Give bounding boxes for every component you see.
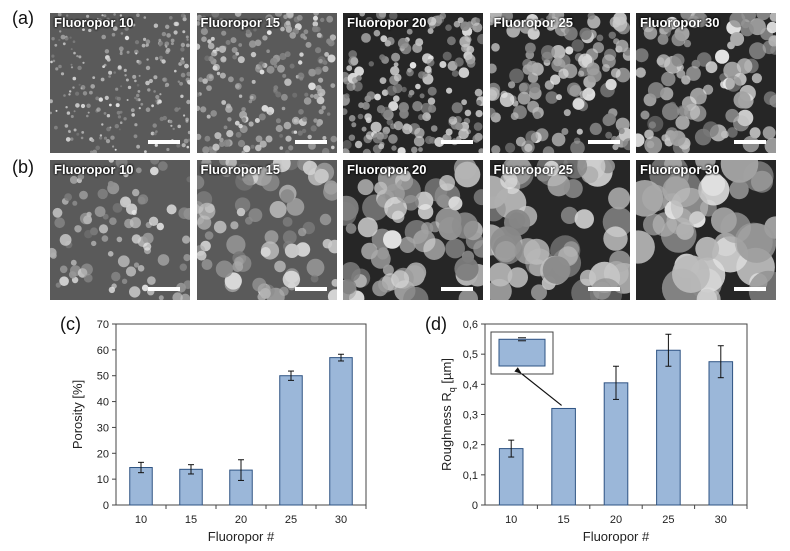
x-tick-label: 30 bbox=[335, 514, 347, 526]
sem-image: Fluoropor 15 bbox=[196, 13, 337, 153]
sem-label: Fluoropor 25 bbox=[493, 15, 573, 30]
y-tick-label: 0,4 bbox=[463, 379, 478, 391]
scale-bar bbox=[294, 287, 327, 291]
y-tick-label: 0,1 bbox=[463, 470, 478, 482]
x-axis-label: Fluoropor # bbox=[583, 529, 650, 544]
sem-label: Fluoropor 15 bbox=[200, 15, 280, 30]
y-axis-label-unit: [µm] bbox=[439, 358, 454, 387]
y-tick-label: 0,6 bbox=[463, 319, 478, 331]
panel-label-c: (c) bbox=[60, 314, 81, 334]
scale-bar bbox=[148, 287, 180, 291]
y-tick-label: 0,5 bbox=[463, 349, 478, 361]
x-tick-label: 10 bbox=[135, 514, 147, 526]
x-tick-label: 25 bbox=[285, 514, 297, 526]
bar bbox=[179, 468, 203, 506]
x-tick-label: 15 bbox=[557, 514, 569, 526]
sem-image: Fluoropor 15 bbox=[196, 160, 337, 300]
sem-label: Fluoropor 25 bbox=[493, 162, 573, 177]
sem-row-a: Fluoropor 10 Fluoropor 15 Fluoropor 20 Fluo… bbox=[50, 13, 780, 153]
sem-label: Fluoropor 15 bbox=[200, 162, 280, 177]
sem-row-b: Fluoropor 10 Fluoropor 15 Fluoropor 20 Fluo… bbox=[50, 160, 780, 300]
x-tick-label: 10 bbox=[505, 514, 517, 526]
y-tick-label: 0,3 bbox=[463, 410, 478, 422]
inset-arrowhead bbox=[514, 367, 522, 374]
panel-label-b: (b) bbox=[12, 157, 34, 177]
y-axis-label-main: Roughness R bbox=[439, 392, 454, 471]
y-tick-label: 50 bbox=[97, 371, 109, 383]
sem-texture bbox=[636, 13, 776, 153]
y-tick-label: 60 bbox=[97, 345, 109, 357]
sem-label: Fluoropor 10 bbox=[54, 15, 134, 30]
scale-bar bbox=[734, 287, 766, 291]
y-tick-label: 40 bbox=[97, 397, 109, 409]
y-tick-label: 30 bbox=[97, 422, 109, 434]
x-tick-label: 20 bbox=[610, 514, 622, 526]
sem-image: Fluoropor 25 bbox=[489, 13, 630, 153]
sem-label: Fluoropor 20 bbox=[347, 162, 427, 177]
sem-texture bbox=[196, 13, 337, 153]
bar bbox=[603, 382, 629, 506]
scale-bar bbox=[734, 140, 766, 144]
sem-image: Fluoropor 20 bbox=[343, 160, 483, 300]
x-axis-label: Fluoropor # bbox=[208, 529, 275, 544]
scale-bar bbox=[294, 140, 327, 144]
sem-image: Fluoropor 10 bbox=[50, 13, 190, 153]
y-axis-label: Roughness Rq [µm] bbox=[439, 358, 457, 471]
y-axis-label: Porosity [%] bbox=[70, 380, 85, 449]
y-tick-label: 10 bbox=[97, 474, 109, 486]
x-tick-label: 15 bbox=[185, 514, 197, 526]
panel-label-a: (a) bbox=[12, 8, 34, 28]
sem-image: Fluoropor 30 bbox=[636, 160, 776, 300]
sem-image: Fluoropor 10 bbox=[50, 160, 190, 300]
sem-texture bbox=[50, 13, 190, 153]
sem-texture bbox=[489, 160, 630, 300]
sem-texture bbox=[636, 160, 776, 300]
y-tick-label: 70 bbox=[97, 319, 109, 331]
sem-label: Fluoropor 10 bbox=[54, 162, 134, 177]
roughness-chart: 0 0,1 0,2 0,3 0,4 0,5 0,6 10 15 20 25 30 Fluoropor #… bbox=[439, 319, 748, 544]
sem-texture bbox=[489, 13, 630, 153]
scale-bar bbox=[441, 140, 473, 144]
sem-texture bbox=[343, 13, 483, 153]
y-tick-label: 20 bbox=[97, 448, 109, 460]
bar bbox=[656, 349, 681, 506]
x-tick-label: 25 bbox=[662, 514, 674, 526]
sem-image: Fluoropor 25 bbox=[489, 160, 630, 300]
panel-label-d: (d) bbox=[425, 314, 447, 334]
bar bbox=[329, 357, 353, 506]
sem-image: Fluoropor 30 bbox=[636, 13, 776, 153]
sem-label: Fluoropor 20 bbox=[347, 15, 427, 30]
scale-bar bbox=[587, 287, 620, 291]
sem-texture bbox=[343, 160, 483, 300]
bar bbox=[551, 407, 576, 506]
y-tick-label: 0 bbox=[472, 500, 478, 512]
scale-bar bbox=[148, 140, 180, 144]
sem-image: Fluoropor 20 bbox=[343, 13, 483, 153]
bar bbox=[708, 361, 734, 506]
inset-arrow bbox=[521, 373, 562, 406]
y-tick-label: 0,2 bbox=[463, 440, 478, 452]
y-tick-label: 0 bbox=[103, 500, 109, 512]
y-axis-label-subscript: q bbox=[447, 387, 457, 392]
sem-texture bbox=[50, 160, 190, 300]
sem-label: Fluoropor 30 bbox=[640, 15, 720, 30]
x-tick-label: 20 bbox=[235, 514, 247, 526]
x-tick-label: 30 bbox=[715, 514, 727, 526]
scale-bar bbox=[441, 287, 473, 291]
sem-texture bbox=[196, 160, 337, 300]
porosity-chart: 0 10 20 30 40 50 60 70 10 15 20 25 30 Fluoropor # Poro… bbox=[70, 319, 367, 544]
bar bbox=[279, 375, 303, 506]
sem-label: Fluoropor 30 bbox=[640, 162, 720, 177]
scale-bar bbox=[587, 140, 620, 144]
inset-bar bbox=[498, 338, 546, 367]
